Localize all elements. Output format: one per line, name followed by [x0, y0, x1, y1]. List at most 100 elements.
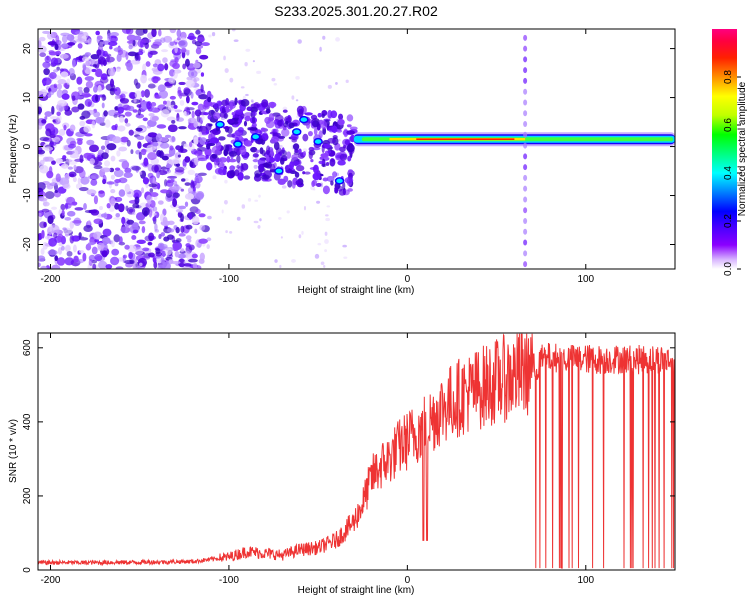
spectral-blob: [96, 35, 100, 44]
spectral-blob: [113, 234, 121, 243]
spectral-blob: [90, 54, 100, 60]
spectral-blob: [285, 120, 289, 125]
spectral-blob: [66, 78, 71, 85]
spectral-blob: [38, 233, 42, 241]
spectral-blob: [116, 53, 122, 63]
spectral-blob: [43, 68, 50, 76]
spectral-blob: [135, 82, 141, 89]
spectral-blob: [197, 122, 201, 127]
spectral-blob: [321, 144, 325, 154]
spectral-blob: [226, 118, 235, 124]
spectral-blob: [49, 182, 58, 187]
spectral-blob: [186, 76, 193, 81]
spectral-blob: [61, 89, 68, 95]
spectral-blob: [223, 126, 230, 130]
spectral-blob: [61, 210, 65, 216]
spectral-blob: [114, 178, 122, 183]
spectral-blob: [236, 164, 240, 169]
spectral-blob: [87, 38, 92, 45]
spectral-blob: [82, 252, 87, 262]
spectral-blob: [327, 137, 336, 144]
y-tick-label: 400: [22, 413, 33, 430]
spectral-blob: [231, 111, 236, 116]
spectral-blob: [198, 131, 203, 138]
spectral-blob: [197, 157, 208, 162]
spectral-blob: [150, 102, 157, 107]
spectral-blob: [313, 188, 316, 191]
spectral-blob: [164, 134, 172, 138]
spectral-blob: [334, 186, 339, 191]
spectral-blob: [175, 145, 182, 151]
spectral-blob: [64, 245, 71, 252]
spectral-blob: [67, 143, 77, 149]
spectral-blob: [141, 225, 146, 234]
colorbar-tick-label: 0.2: [723, 214, 734, 228]
spectral-blob: [183, 111, 187, 116]
spectral-blob: [79, 250, 85, 254]
spectral-blob: [261, 99, 269, 108]
spectral-blob: [45, 191, 55, 200]
spectral-blob: [321, 113, 325, 118]
spectral-blob: [178, 148, 188, 154]
spectral-blob: [254, 199, 259, 202]
spectral-blob: [343, 256, 348, 259]
spectral-blob: [53, 69, 59, 73]
spectral-blob: [192, 262, 198, 269]
spike-dot: [523, 185, 528, 192]
spectral-blob: [44, 156, 54, 162]
spectral-blob: [117, 106, 124, 114]
spectral-blob: [277, 119, 283, 127]
spectral-blob: [109, 32, 120, 37]
spectral-blob: [48, 237, 58, 247]
spectral-blob: [247, 198, 252, 202]
spectral-blob: [62, 155, 67, 160]
colorbar-tick-label: 0.6: [723, 118, 734, 132]
spectral-blob: [102, 237, 111, 245]
spectral-blob: [207, 114, 212, 120]
spectral-blob: [250, 99, 254, 103]
spectral-blob: [39, 221, 47, 229]
spectral-blob: [273, 83, 278, 86]
spectral-blob: [148, 209, 153, 218]
spectral-blob: [251, 122, 257, 128]
spike-dot: [523, 45, 528, 52]
spectral-blob: [178, 126, 187, 130]
spectral-blob: [180, 47, 187, 53]
spectral-blob: [342, 181, 346, 190]
spectral-blob: [77, 139, 83, 146]
spectral-blob: [316, 200, 321, 204]
spectral-blob: [221, 209, 224, 214]
spectral-blob: [58, 128, 66, 136]
snr-y-label: SNR (10 * v/v): [8, 419, 19, 483]
spectral-blob: [95, 116, 105, 124]
spectral-blob: [89, 58, 99, 66]
spectral-blob: [189, 141, 193, 148]
spectral-blob: [54, 255, 58, 262]
spectral-blob: [101, 102, 105, 109]
spectral-blob: [118, 236, 123, 244]
spectral-blob: [233, 39, 239, 42]
spectral-blob: [128, 251, 134, 260]
spectral-blob: [337, 160, 346, 166]
spectral-blob: [92, 263, 97, 269]
spectral-blob: [132, 39, 136, 47]
spectral-blob: [241, 163, 249, 171]
spectral-blob: [212, 175, 217, 180]
spectral-blob: [160, 257, 165, 264]
spectral-blob: [221, 99, 229, 107]
spectral-blob: [185, 58, 190, 68]
spectral-peak: [291, 128, 302, 136]
spectral-blob: [91, 120, 96, 129]
spectral-blob: [295, 179, 302, 186]
spectral-blob: [250, 146, 258, 153]
spectral-blob: [115, 266, 124, 269]
spectral-blob: [274, 153, 281, 162]
spectral-blob: [190, 181, 195, 189]
spectral-blob: [223, 199, 228, 205]
spectral-blob: [268, 101, 277, 108]
spectral-blob: [124, 183, 130, 193]
spectral-blob: [184, 201, 189, 207]
spectral-blob: [50, 224, 60, 234]
spectral-blob: [144, 88, 151, 98]
